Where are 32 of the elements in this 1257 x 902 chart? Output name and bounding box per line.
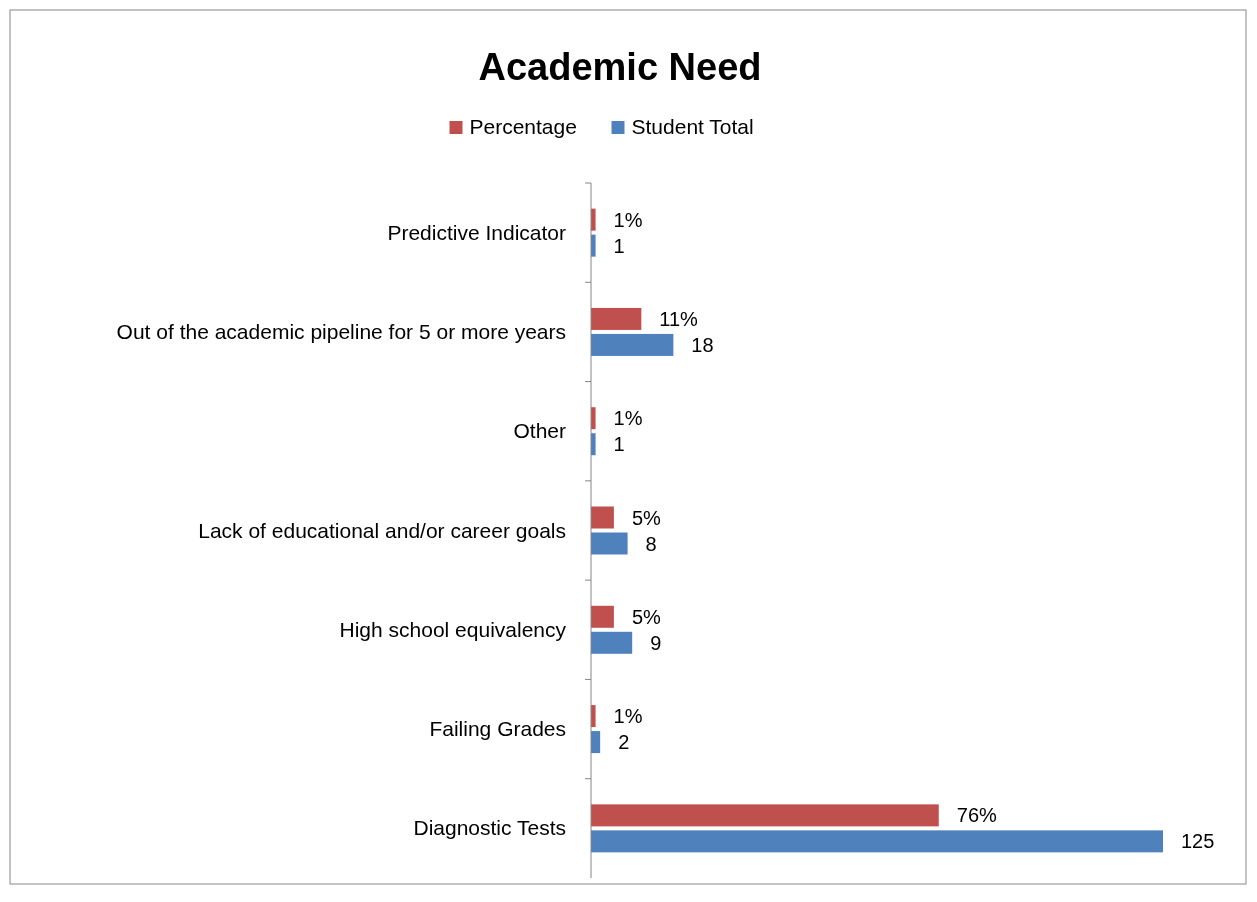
data-label: 76% [956,804,998,827]
bar [591,830,1163,853]
bar [591,605,614,628]
legend-label: Percentage [469,115,577,138]
data-label: 125 [1181,830,1215,853]
data-label: 1% [613,407,643,430]
data-label: 5% [631,605,661,628]
data-label: 1 [613,234,625,257]
data-label: 1 [613,433,625,456]
legend-label: Student Total [631,115,754,138]
data-label: 1% [613,208,643,231]
y-tick-label: Diagnostic Tests [413,816,566,840]
data-label: 5% [631,506,661,529]
y-tick-label: Predictive Indicator [387,220,566,244]
data-label: 8 [645,532,657,555]
data-label: 11% [659,307,699,330]
y-tick-label: Lack of educational and/or career goals [198,518,566,542]
data-label: 9 [650,631,662,654]
y-tick-label: Other [513,419,566,443]
bar [591,804,939,827]
data-label: 1% [613,705,643,728]
data-label: 2 [618,731,630,754]
bar [591,506,614,529]
bar [591,307,642,330]
data-label: 18 [691,333,714,356]
chart-title: Academic Need [478,46,762,88]
y-tick-label: Failing Grades [429,717,566,741]
bar [591,333,674,356]
y-tick-label: Out of the academic pipeline for 5 or more years [116,319,566,343]
bar [591,631,633,654]
y-tick-label: High school equivalency [339,617,567,641]
bar [591,532,628,555]
